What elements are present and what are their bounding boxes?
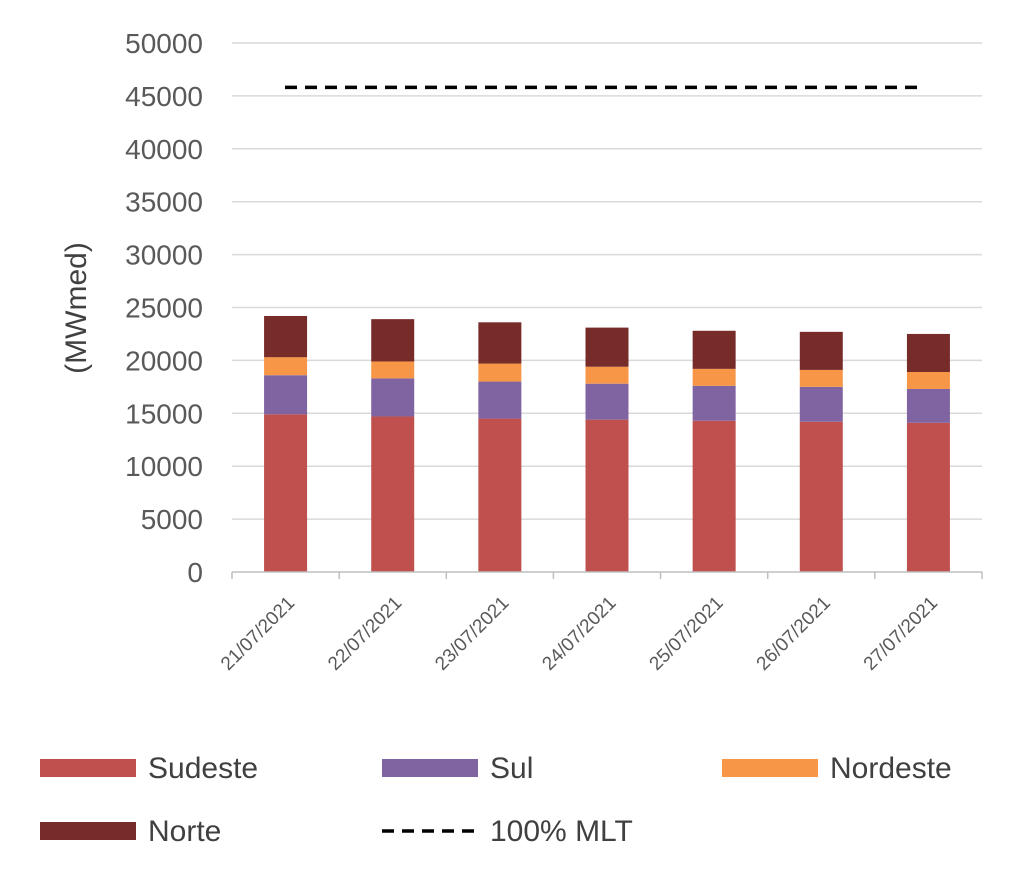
y-tick-label: 35000 bbox=[125, 187, 203, 218]
bar-segment-norte bbox=[371, 319, 415, 362]
bar-segment-sul bbox=[264, 375, 308, 415]
bar-segment-sul bbox=[585, 383, 629, 420]
y-tick-label: 0 bbox=[187, 557, 203, 588]
bar-segment-norte bbox=[264, 315, 308, 358]
y-tick-label: 50000 bbox=[125, 28, 203, 59]
bar-segment-norte bbox=[585, 327, 629, 367]
legend-label-sul: Sul bbox=[490, 752, 533, 785]
bar-segment-sudeste bbox=[692, 420, 736, 572]
y-tick-label: 5000 bbox=[141, 504, 203, 535]
bar-segment-norte bbox=[692, 330, 736, 369]
bar-segment-sudeste bbox=[478, 418, 522, 572]
x-tick-label: 23/07/2021 bbox=[431, 593, 513, 675]
y-tick-label: 15000 bbox=[125, 398, 203, 429]
y-axis-label: (MWmed) bbox=[60, 242, 93, 374]
legend-label-norte: Norte bbox=[148, 815, 221, 848]
bar-segment-sudeste bbox=[799, 421, 843, 572]
y-tick-label: 40000 bbox=[125, 134, 203, 165]
bar-segment-nordeste bbox=[478, 363, 522, 382]
legend-label-100-mlt: 100% MLT bbox=[490, 815, 633, 848]
x-tick-label: 21/07/2021 bbox=[217, 593, 299, 675]
bar-segment-nordeste bbox=[799, 369, 843, 387]
bar-segment-sul bbox=[371, 378, 415, 417]
bar-segment-nordeste bbox=[906, 372, 950, 389]
bars bbox=[264, 315, 950, 572]
x-axis bbox=[231, 571, 983, 579]
legend: Sudeste Sul Nordeste Norte 100% MLT bbox=[40, 752, 952, 848]
bar-segment-sudeste bbox=[906, 422, 950, 572]
legend-swatch-norte bbox=[40, 822, 136, 840]
legend-label-sudeste: Sudeste bbox=[148, 752, 258, 785]
bar-segment-sul bbox=[478, 381, 522, 419]
x-tick-label: 27/07/2021 bbox=[860, 593, 942, 675]
y-tick-label: 30000 bbox=[125, 240, 203, 271]
y-tick-label: 25000 bbox=[125, 293, 203, 324]
bar-segment-sul bbox=[692, 385, 736, 421]
bar-segment-sul bbox=[906, 388, 950, 423]
bar-segment-nordeste bbox=[585, 366, 629, 384]
x-tick-label: 25/07/2021 bbox=[646, 593, 728, 675]
x-tick-label: 22/07/2021 bbox=[324, 593, 406, 675]
bar-segment-sul bbox=[799, 386, 843, 422]
x-tick-labels: 21/07/2021 22/07/2021 23/07/2021 24/07/2021… bbox=[217, 593, 942, 675]
bar-segment-nordeste bbox=[371, 361, 415, 379]
y-tick-label: 45000 bbox=[125, 81, 203, 112]
y-tick-labels: 0 5000 10000 15000 20000 25000 30000 35000 40000… bbox=[125, 28, 203, 588]
bar-segment-nordeste bbox=[692, 368, 736, 386]
legend-label-nordeste: Nordeste bbox=[830, 752, 952, 785]
legend-swatch-sudeste bbox=[40, 759, 136, 777]
x-tick-label: 26/07/2021 bbox=[753, 593, 835, 675]
legend-swatch-sul bbox=[382, 759, 478, 777]
bar-segment-norte bbox=[906, 333, 950, 373]
gridlines bbox=[232, 42, 982, 520]
bar-segment-nordeste bbox=[264, 357, 308, 376]
legend-swatch-nordeste bbox=[722, 759, 818, 777]
bar-segment-norte bbox=[478, 322, 522, 364]
bar-segment-norte bbox=[799, 331, 843, 370]
bar-segment-sudeste bbox=[264, 414, 308, 572]
bar-segment-sudeste bbox=[585, 419, 629, 572]
x-tick-label: 24/07/2021 bbox=[538, 593, 620, 675]
y-tick-label: 20000 bbox=[125, 345, 203, 376]
y-tick-label: 10000 bbox=[125, 451, 203, 482]
bar-segment-sudeste bbox=[371, 416, 415, 572]
